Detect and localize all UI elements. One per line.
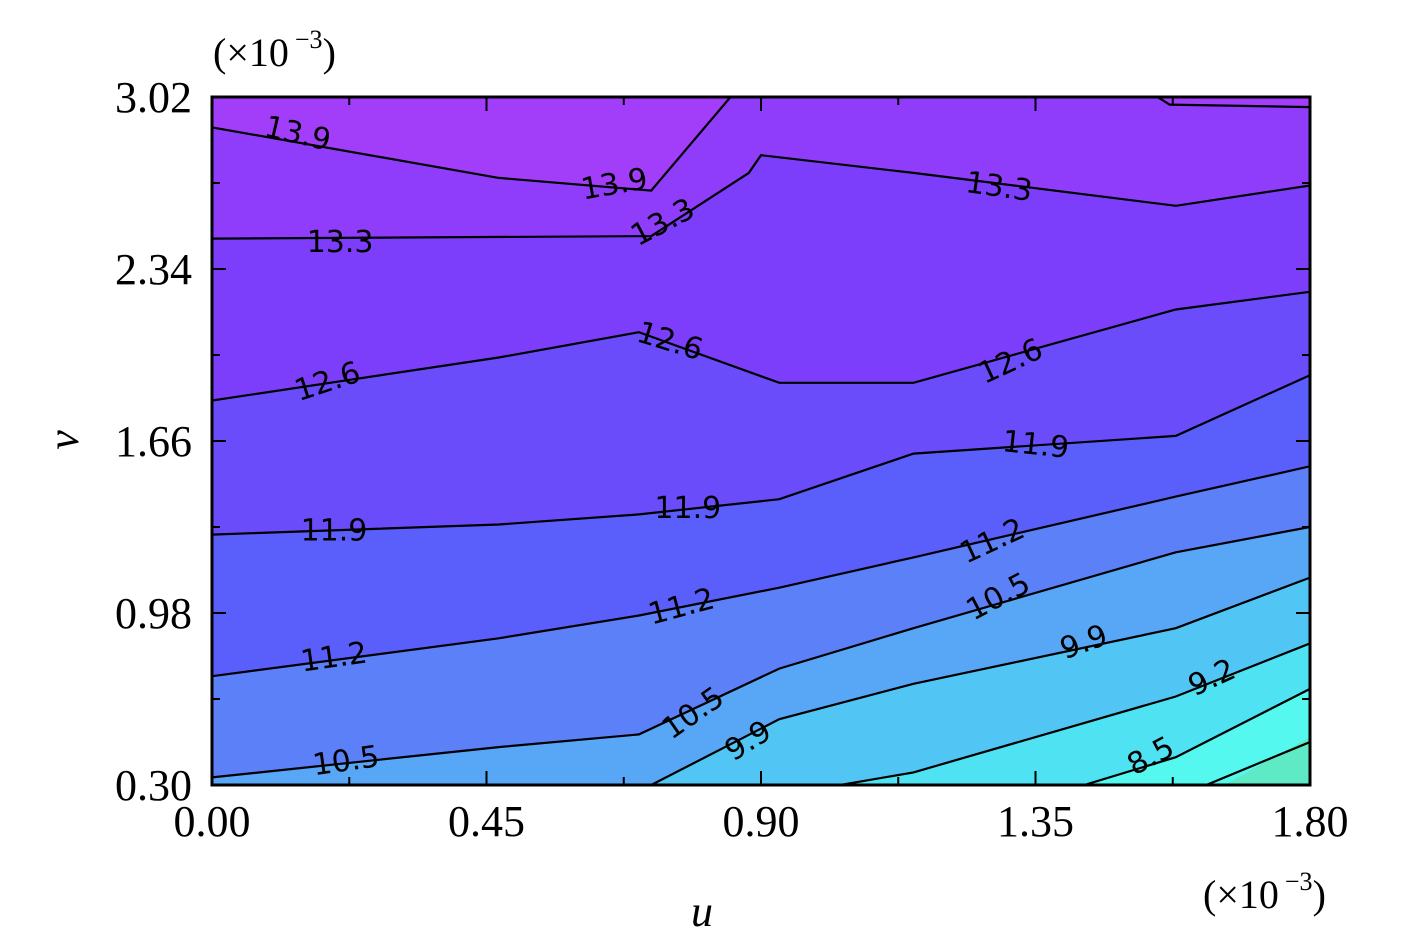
y-axis-multiplier: (×10 −3): [213, 25, 336, 75]
contour-line-11.9: [212, 374, 1310, 536]
x-tick-label: 0.00: [174, 797, 251, 846]
corner-band: [1224, 736, 1310, 785]
contour-line-13.9-1: [212, 97, 732, 192]
x-axis-title: u: [691, 887, 713, 936]
y-tick-label: 0.30: [115, 761, 192, 810]
contour-line-10.5: [212, 525, 1310, 779]
x-tick-label: 1.80: [1272, 797, 1349, 846]
contour-line-8.5: [1083, 687, 1310, 785]
contour-line-9.9: [650, 576, 1310, 785]
contour-line-12.6: [212, 290, 1310, 402]
y-tick-labels: 0.30 0.98 1.66 2.34 3.02: [115, 73, 192, 810]
contour-label-11.9: 11.9: [654, 491, 721, 526]
contour-label-11.9: 11.9: [301, 514, 368, 549]
contour-fills: [212, 97, 1310, 785]
contour-label-11.9: 11.9: [1001, 424, 1071, 466]
contour-line-11.2: [212, 465, 1310, 678]
y-tick-label: 0.98: [115, 589, 192, 638]
contour-line-corner: [1205, 740, 1310, 785]
contour-line-13.3: [212, 154, 1310, 240]
contour-label-13.3: 13.3: [307, 225, 374, 260]
contour-line-13.9-2: [1156, 97, 1310, 109]
axis-ticks: [211, 96, 1311, 786]
band-below-8.5: [1084, 688, 1310, 785]
x-tick-labels: 0.00 0.45 0.90 1.35 1.80: [174, 797, 1349, 846]
x-tick-label: 1.35: [997, 797, 1074, 846]
y-tick-label: 3.02: [115, 73, 192, 122]
contour-line-9.2: [840, 642, 1310, 785]
x-tick-label: 0.45: [448, 797, 525, 846]
y-tick-label: 2.34: [115, 245, 192, 294]
x-axis-multiplier: (×10 −3): [1203, 867, 1326, 917]
contour-lines: [212, 97, 1310, 785]
y-axis-title: v: [39, 430, 88, 450]
x-tick-label: 0.90: [723, 797, 800, 846]
y-tick-label: 1.66: [115, 417, 192, 466]
